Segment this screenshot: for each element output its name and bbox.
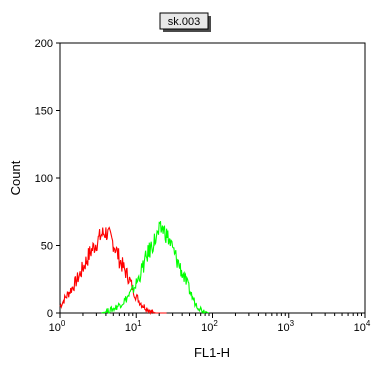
series-1-line [59,226,167,316]
y-axis-ticks: 0 50 100 150 200 [35,38,60,320]
chart-title: sk.003 [168,16,200,28]
x-axis-title: FL1-H [194,345,230,360]
x-tick-label: 100 [49,319,66,334]
plot-frame [59,42,366,314]
x-tick-label: 102 [201,319,218,334]
y-tick-label: 0 [47,308,53,320]
series-layer [59,221,210,316]
x-tick-label: 101 [125,319,142,334]
y-tick-label: 100 [35,173,53,185]
y-axis-title: Count [8,160,23,195]
x-axis-ticks: 100 101 102 103 104 [49,313,371,334]
x-tick-label: 104 [354,319,371,334]
x-tick-label: 103 [277,319,294,334]
y-tick-label: 50 [41,241,53,253]
y-tick-label: 150 [35,106,53,118]
series-2-line [101,221,210,315]
y-tick-label: 200 [35,38,53,50]
title-badge: sk.003 [159,12,211,32]
